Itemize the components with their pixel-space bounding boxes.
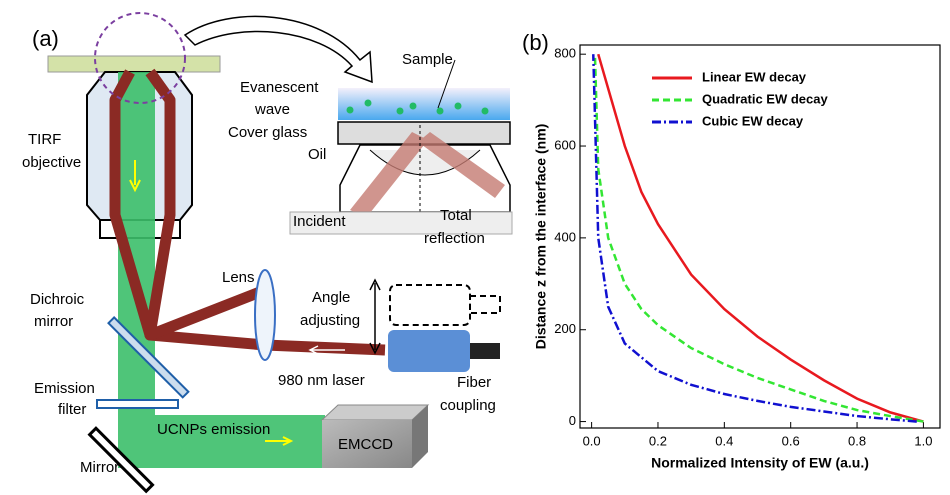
label: Oil [308,146,326,163]
x-tick-label: 0.6 [782,433,800,448]
label: Mirror [80,459,119,476]
green-beam [118,72,325,468]
x-axis-title: Normalized Intensity of EW (a.u.) [651,455,869,471]
legend-label: Cubic EW decay [702,113,804,128]
label: Sample [402,51,453,68]
series-line [592,54,917,423]
arrow [265,436,294,446]
label: Evanescent [240,79,319,96]
label: Angle [312,289,350,306]
pointer [437,59,456,109]
series-line [597,53,924,423]
label: 980 nm laser [278,372,365,389]
arrow [129,179,141,193]
laser-beam [109,68,386,356]
plot-frame [579,44,941,429]
label: mirror [34,313,73,330]
arrow [199,311,242,326]
x-tick-label: 0.0 [583,433,601,448]
label: Fiber [457,374,491,391]
panel-label: (b) [522,30,549,55]
laser-ghost [389,284,471,326]
label: Dichroic [30,291,85,308]
label: UCNPs emission [157,421,270,438]
x-tick-label: 0.8 [848,433,866,448]
legend-label: Quadratic EW decay [702,91,828,106]
fiber [470,343,500,359]
chart: 0.0 0.2 0.4 0.6 0.8 1.0 0 200 400 600 800 Normalize… [522,30,941,471]
zoom-arrow [183,15,373,84]
y-tick-label: 400 [554,229,576,244]
panel-label: (a) [32,26,59,51]
legend-label: Linear EW decay [702,69,807,84]
label: Incident [293,213,346,230]
slide [47,55,221,73]
y-tick-label: 800 [554,46,576,61]
dichroic-mirror [107,316,190,399]
x-tick-label: 0.4 [715,433,733,448]
cube-top [320,404,430,421]
evanescent-field [338,88,510,120]
mirror [87,426,155,494]
arrow [308,345,345,355]
series-line [593,54,924,423]
y-tick-label: 600 [554,137,576,152]
label: wave [254,101,290,118]
lens [254,269,276,361]
base-plate [289,211,513,235]
label: adjusting [300,312,360,329]
y-tick-label: 200 [554,321,576,336]
particles [346,99,489,115]
label: filter [58,401,86,418]
emccd [322,420,412,468]
label: Total [440,207,472,224]
y-axis-title: Distance z from the interface (nm) [533,124,549,350]
label: reflection [424,230,485,247]
fiber-ghost [469,295,501,314]
label: Emission [34,380,95,397]
laser [388,330,470,372]
label: Cover glass [228,124,307,141]
zoom-circle [94,12,186,104]
emission-filter [96,399,179,409]
y-tick-label: 0 [569,413,576,428]
label: objective [22,154,81,171]
tir-beams [350,132,505,218]
diagram: (a) Sample Evanescent wave Cover glass O… [22,12,513,494]
label: coupling [440,397,496,414]
label: EMCCD [338,436,393,453]
adjust-arrow [369,278,381,355]
label: Lens [222,269,255,286]
label: TIRF [28,131,61,148]
x-tick-label: 1.0 [914,433,932,448]
cube-side [412,405,428,468]
x-tick-label: 0.2 [649,433,667,448]
